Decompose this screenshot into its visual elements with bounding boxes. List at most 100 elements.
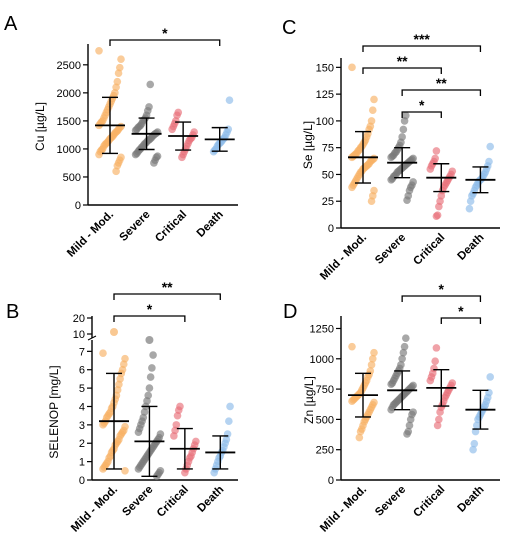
significance-bracket xyxy=(113,293,221,300)
panel-b: B SELENOP [mg/L] 0 1 2 3 4 5 6 7 10 20 Mild - Mod. Se… xyxy=(6,279,238,535)
data-point xyxy=(173,411,182,420)
y-tick-label: 50 xyxy=(322,169,334,181)
data-point xyxy=(99,465,107,473)
significance-bracket xyxy=(401,295,482,302)
data-point xyxy=(387,153,395,162)
data-point xyxy=(367,197,376,206)
x-tick-label: Mild - Mod. xyxy=(318,232,369,283)
panel-letter: B xyxy=(6,301,19,323)
significance-label: ** xyxy=(162,279,173,295)
data-point xyxy=(387,176,395,184)
significance-label: * xyxy=(419,97,425,113)
data-point xyxy=(149,351,157,359)
significance-label: * xyxy=(147,301,153,317)
data-point xyxy=(117,55,125,64)
data-point xyxy=(131,150,140,159)
data-point xyxy=(148,364,156,372)
significance-label: *** xyxy=(414,31,431,47)
data-point xyxy=(131,126,140,135)
data-point xyxy=(486,373,495,381)
data-point xyxy=(368,106,377,114)
y-tick-label: 1250 xyxy=(310,323,334,335)
data-point xyxy=(146,80,155,89)
data-point xyxy=(370,348,378,357)
x-tick-label: Critical xyxy=(411,232,447,268)
data-point xyxy=(403,430,411,438)
data-point xyxy=(470,439,479,448)
significance-bracket xyxy=(362,67,442,74)
data-point xyxy=(402,334,410,342)
data-point xyxy=(426,165,435,173)
y-tick-label: 1000 xyxy=(310,354,334,366)
y-tick-label: 10 xyxy=(73,329,85,341)
y-tick-label: 6 xyxy=(79,365,85,377)
data-point xyxy=(134,465,143,473)
data-point xyxy=(181,468,189,477)
panel-c: C Se [µg/L] 0 25 50 75 100 125 150 Mild - Mod. Sev… xyxy=(282,17,500,283)
x-tick-label: Critical xyxy=(155,484,191,520)
panel-letter: C xyxy=(282,17,296,39)
data-point xyxy=(225,417,233,425)
data-point xyxy=(226,402,234,411)
y-tick-label: 75 xyxy=(322,143,334,155)
x-tick-label: Severe xyxy=(120,484,155,519)
panel-letter: D xyxy=(283,301,297,323)
y-tick-label: 750 xyxy=(316,384,334,396)
x-tick-label: Death xyxy=(455,484,486,515)
data-point xyxy=(355,433,364,442)
data-point xyxy=(121,467,129,475)
data-point xyxy=(356,427,365,436)
y-tick-label: 1000 xyxy=(57,144,81,156)
data-point xyxy=(398,354,406,363)
y-tick-label: 3 xyxy=(79,420,85,432)
x-tick-label: Severe xyxy=(373,232,408,267)
data-point xyxy=(435,202,443,211)
y-tick-label: 100 xyxy=(316,116,334,128)
x-tick-label: Mild - Mod. xyxy=(318,484,369,535)
data-point xyxy=(145,384,154,392)
significance-bracket xyxy=(440,317,482,324)
y-axis-label: Se [µg/L] xyxy=(301,121,315,169)
data-point xyxy=(95,150,103,159)
significance-label: * xyxy=(458,303,464,319)
x-tick-label: Severe xyxy=(118,209,153,244)
x-tick-label: Severe xyxy=(373,484,408,519)
data-point xyxy=(112,167,120,176)
x-tick-label: Death xyxy=(455,232,486,263)
y-tick-label: 0 xyxy=(328,223,334,235)
data-point xyxy=(399,348,408,357)
x-tick-label: Critical xyxy=(153,209,189,245)
significance-bracket xyxy=(362,45,482,52)
data-point xyxy=(150,159,158,167)
significance-bracket xyxy=(401,111,442,118)
y-tick-label: 1500 xyxy=(57,116,81,128)
axis-break xyxy=(87,335,97,341)
data-point xyxy=(432,344,441,352)
data-point xyxy=(436,408,444,416)
x-tick-label: Critical xyxy=(411,484,447,520)
x-tick-label: Mild - Mod. xyxy=(65,209,116,260)
outlier-point xyxy=(110,328,118,336)
significance-bracket xyxy=(113,315,186,322)
data-point xyxy=(431,357,439,366)
data-point xyxy=(368,354,377,363)
data-point xyxy=(210,468,218,477)
panel-a: A Cu [µg/L] 0 500 1000 1500 2000 2500 Mild - Mod… xyxy=(4,13,238,260)
data-point xyxy=(367,361,376,369)
data-point xyxy=(405,421,414,430)
data-point xyxy=(406,415,415,424)
significance-label: ** xyxy=(397,53,408,69)
data-point xyxy=(170,432,178,440)
data-point xyxy=(134,428,143,437)
y-tick-label: 1 xyxy=(79,457,85,469)
significance-bracket xyxy=(109,39,221,46)
y-tick-label: 150 xyxy=(316,62,334,74)
y-tick-label: 500 xyxy=(316,414,334,426)
y-tick-label: 25 xyxy=(322,196,334,208)
x-tick-label: Death xyxy=(195,209,226,240)
panel-letter: A xyxy=(4,13,18,35)
y-tick-label: 2500 xyxy=(57,60,81,72)
y-tick-label: 125 xyxy=(316,89,334,101)
y-tick-label: 2 xyxy=(79,438,85,450)
data-point xyxy=(387,405,395,414)
